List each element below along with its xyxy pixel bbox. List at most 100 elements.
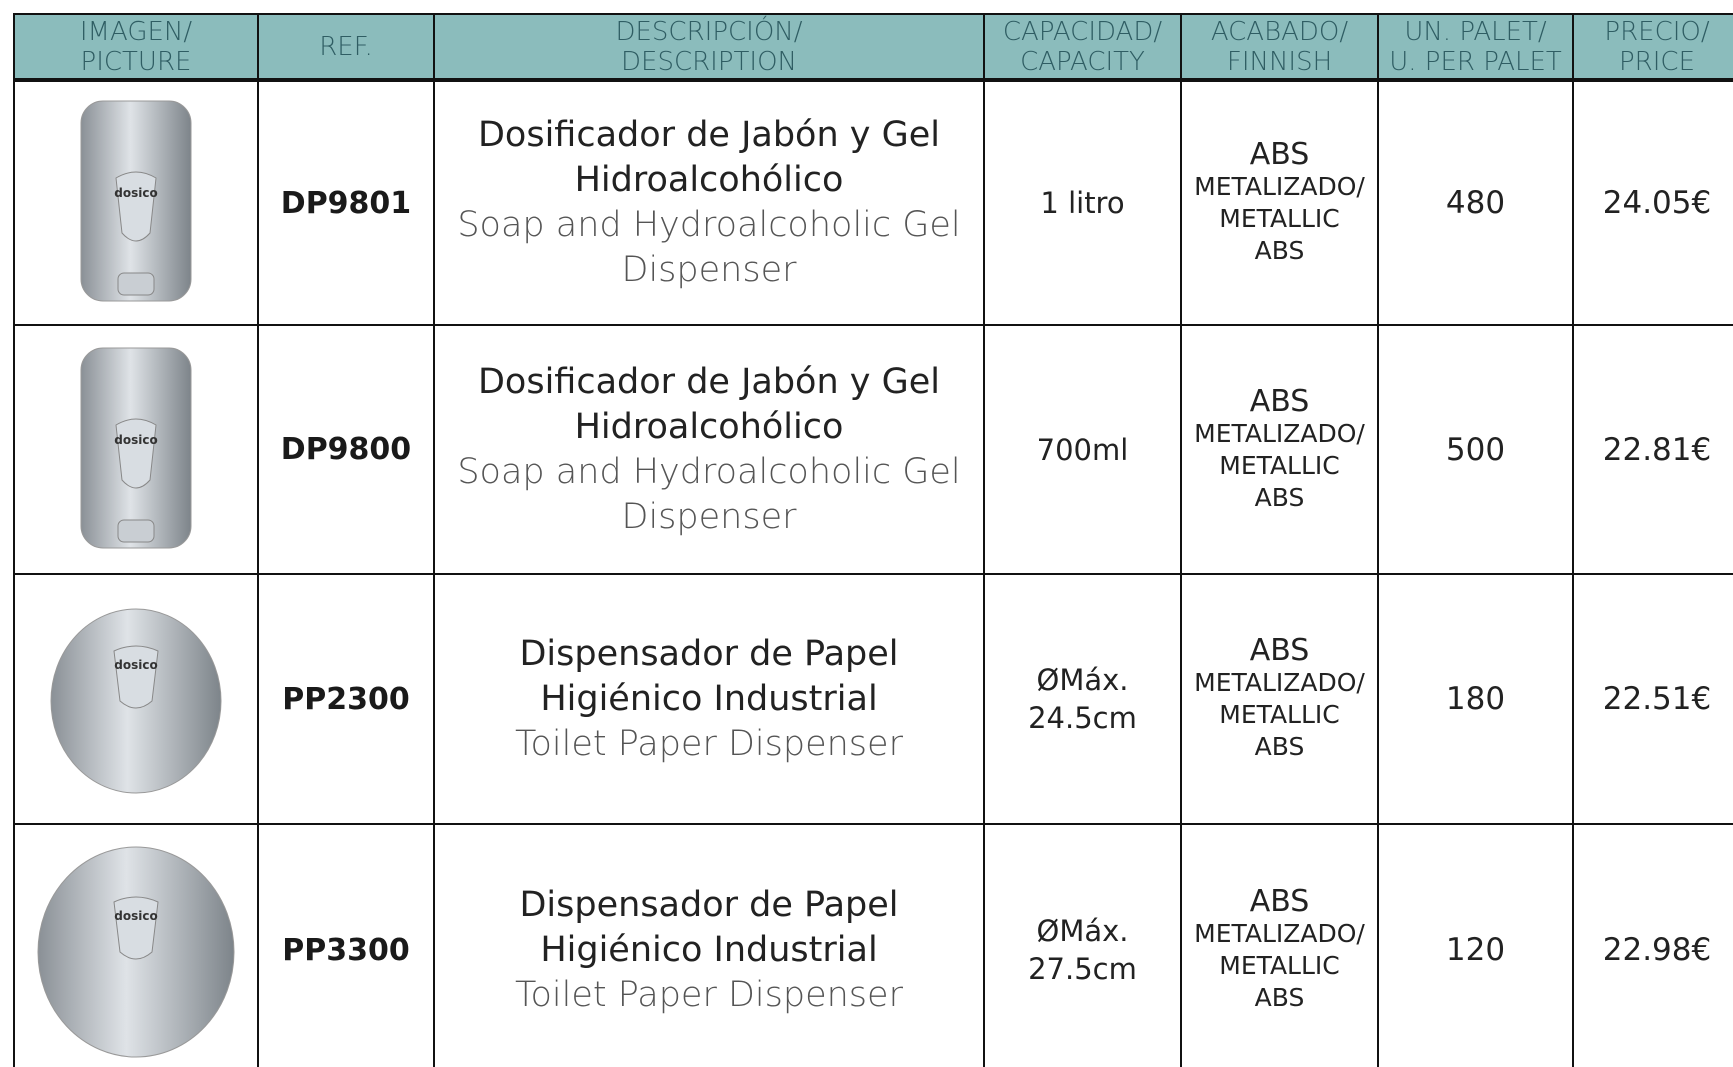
description-cell: Dosificador de Jabón y Gel Hidroalcohólic… <box>433 80 983 324</box>
finish: METALLIC <box>1219 204 1340 233</box>
finish: ABS <box>1254 482 1305 512</box>
header-cell: PRECIO/PRICE <box>1572 13 1733 80</box>
finish: METALIZADO/ <box>1194 172 1365 201</box>
image-cell: dosico <box>13 324 257 573</box>
header-cell: CAPACIDAD/CAPACITY <box>983 13 1180 80</box>
units: 500 <box>1445 431 1506 468</box>
description-en: Soap and Hydroalcoholic Gel <box>457 451 961 492</box>
header-text: PICTURE <box>80 46 192 77</box>
capacity-cell: ØMáx. 24.5cm <box>983 573 1180 823</box>
header-cell: DESCRIPCIÓN/DESCRIPTION <box>433 13 983 80</box>
description-es: Dosificador de Jabón y Gel <box>477 361 940 402</box>
product-image: dosico <box>37 846 235 1058</box>
capacity-cell: ØMáx. 27.5cm <box>983 823 1180 1067</box>
image-cell: dosico <box>13 573 257 823</box>
header-cell: REF. <box>257 13 433 80</box>
description-cell: Dispensador de Papel Higiénico Industrial… <box>433 823 983 1067</box>
price-cell: 22.81€ <box>1572 324 1733 573</box>
finish: METALLIC <box>1219 700 1340 729</box>
price-cell: 24.05€ <box>1572 80 1733 324</box>
capacity: ØMáx. <box>1036 663 1129 697</box>
description-es: Higiénico Industrial <box>540 678 878 719</box>
price: 24.05€ <box>1602 185 1712 221</box>
ref-cell: DP9801 <box>257 80 433 324</box>
finish-cell: ABS METALIZADO/METALLIC ABS <box>1180 573 1377 823</box>
finish: METALLIC <box>1219 951 1340 980</box>
price-cell: 22.51€ <box>1572 573 1733 823</box>
ref: PP2300 <box>282 681 410 717</box>
capacity: 700ml <box>1036 432 1129 467</box>
header-text: U. PER PALET <box>1389 46 1562 77</box>
header-text: FINNISH <box>1226 46 1333 77</box>
units: 120 <box>1445 932 1506 968</box>
finish-cell: ABS METALIZADO/METALLIC ABS <box>1180 823 1377 1067</box>
product-image: dosico <box>80 347 192 548</box>
capacity-cell: 700ml <box>983 324 1180 573</box>
units-cell: 480 <box>1377 80 1572 324</box>
description-es: Dispensador de Papel <box>519 633 899 674</box>
header-text: IMAGEN/ <box>79 16 193 47</box>
logo: dosico <box>114 909 157 923</box>
price: 22.98€ <box>1602 932 1712 968</box>
description-es: Hidroalcohólico <box>574 160 844 200</box>
description-en: Soap and Hydroalcoholic Gel <box>457 205 961 245</box>
finish: METALIZADO/ <box>1194 418 1365 448</box>
header-text: UN. PALET/ <box>1404 16 1547 47</box>
image-cell: dosico <box>13 823 257 1067</box>
finish: ABS <box>1249 137 1310 172</box>
logo: dosico <box>114 658 157 672</box>
description-en: Toilet Paper Dispenser <box>515 974 903 1015</box>
finish: ABS <box>1249 633 1310 668</box>
header-text: CAPACIDAD/ <box>1002 16 1163 47</box>
finish: ABS <box>1254 983 1305 1012</box>
finish: ABS <box>1249 884 1310 919</box>
price: 22.51€ <box>1602 681 1712 717</box>
price-cell: 22.98€ <box>1572 823 1733 1067</box>
header-text: ACABADO/ <box>1210 16 1349 47</box>
capacity: ØMáx. <box>1036 914 1129 948</box>
product-image: dosico <box>80 100 192 302</box>
header-text: PRECIO/ <box>1604 16 1710 47</box>
finish-cell: ABS METALIZADO/METALLIC ABS <box>1180 324 1377 573</box>
finish: ABS <box>1254 236 1305 265</box>
ref: DP9800 <box>280 432 412 467</box>
description-cell: Dispensador de Papel Higiénico Industrial… <box>433 573 983 823</box>
description-es: Hidroalcohólico <box>574 406 844 447</box>
header-cell: ACABADO/FINNISH <box>1180 13 1377 80</box>
description-es: Dispensador de Papel <box>519 884 899 925</box>
description-es: Higiénico Industrial <box>540 929 878 970</box>
units: 180 <box>1445 681 1506 717</box>
capacity: 24.5cm <box>1028 701 1137 735</box>
header-text: REF. <box>319 31 373 62</box>
header-cell: UN. PALET/U. PER PALET <box>1377 13 1572 80</box>
ref: PP3300 <box>282 932 410 968</box>
capacity-cell: 1 litro <box>983 80 1180 324</box>
header-cell: IMAGEN/PICTURE <box>13 13 257 80</box>
finish: ABS <box>1254 732 1305 761</box>
capacity: 1 litro <box>1040 186 1125 220</box>
finish: METALLIC <box>1219 450 1340 480</box>
units: 480 <box>1445 185 1506 221</box>
description-es: Dosificador de Jabón y Gel <box>477 115 940 155</box>
header-text: PRICE <box>1619 46 1695 77</box>
description-cell: Dosificador de Jabón y Gel Hidroalcohólic… <box>433 324 983 573</box>
logo: dosico <box>114 433 157 447</box>
finish: METALIZADO/ <box>1194 668 1365 697</box>
units-cell: 500 <box>1377 324 1572 573</box>
description-en: Dispenser <box>621 250 797 290</box>
finish: ABS <box>1249 383 1310 419</box>
header-text: CAPACITY <box>1020 46 1145 77</box>
units-cell: 120 <box>1377 823 1572 1067</box>
logo: dosico <box>114 186 157 200</box>
ref-cell: DP9800 <box>257 324 433 573</box>
finish-cell: ABS METALIZADO/METALLIC ABS <box>1180 80 1377 324</box>
ref-cell: PP2300 <box>257 573 433 823</box>
finish: METALIZADO/ <box>1194 919 1365 948</box>
price: 22.81€ <box>1602 431 1712 468</box>
units-cell: 180 <box>1377 573 1572 823</box>
description-en: Toilet Paper Dispenser <box>515 723 903 764</box>
ref: DP9801 <box>280 185 412 221</box>
header-text: DESCRIPCIÓN/ <box>615 16 803 47</box>
image-cell: dosico <box>13 80 257 324</box>
